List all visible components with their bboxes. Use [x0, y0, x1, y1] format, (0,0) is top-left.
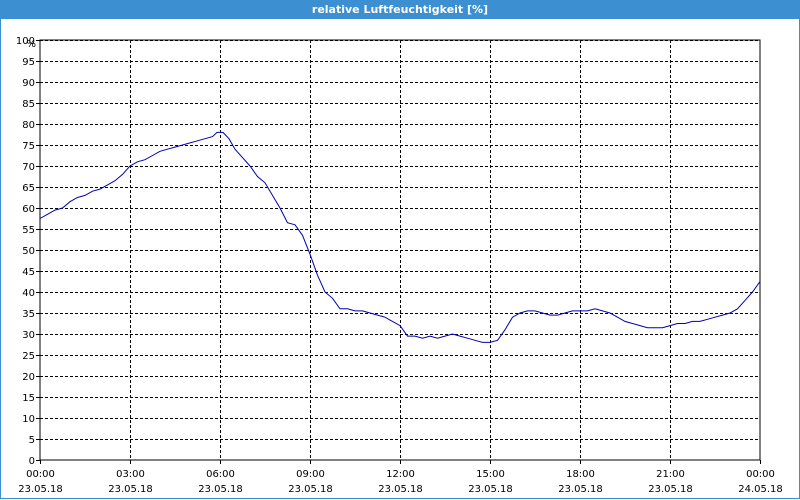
x-tick-time-label: 21:00: [656, 469, 685, 480]
y-tick-label: 85: [22, 99, 35, 110]
x-tick-time-label: 00:00: [26, 469, 55, 480]
x-tick-time-label: 03:00: [116, 469, 145, 480]
humidity-series-line: [39, 131, 761, 343]
y-tick-label: 35: [22, 309, 35, 320]
y-tick-label: 60: [22, 204, 35, 215]
y-tick-label: 90: [22, 78, 35, 89]
y-tick-label: 70: [22, 162, 35, 173]
y-axis-unit-label: %: [26, 39, 36, 50]
x-tick-time-label: 18:00: [566, 469, 595, 480]
y-tick-label: 75: [22, 141, 35, 152]
x-tick-date-label: 23.05.18: [468, 484, 513, 495]
y-tick-label: 20: [22, 372, 35, 383]
x-tick-time-label: 09:00: [296, 469, 325, 480]
x-tick-time-label: 12:00: [386, 469, 415, 480]
y-tick-label: 45: [22, 267, 35, 278]
y-tick-label: 15: [22, 393, 35, 404]
x-tick-date-label: 24.05.18: [738, 484, 783, 495]
x-tick-date-label: 23.05.18: [378, 484, 423, 495]
grid: [40, 40, 760, 460]
axis-ticks: 0 5 10 15 20 25 30 35 40 45 50 55 60 65 70 75 80 85 90 95 10…: [16, 36, 783, 495]
x-tick-time-label: 06:00: [206, 469, 235, 480]
x-tick-date-label: 23.05.18: [108, 484, 153, 495]
y-tick-label: 55: [22, 225, 35, 236]
y-tick-label: 30: [22, 330, 35, 341]
chart-title: relative Luftfeuchtigkeit [%]: [0, 0, 800, 19]
y-tick-label: 40: [22, 288, 35, 299]
y-tick-label: 100: [16, 36, 35, 47]
x-tick-time-label: 00:00: [746, 469, 775, 480]
x-tick-date-label: 23.05.18: [18, 484, 63, 495]
x-tick-date-label: 23.05.18: [198, 484, 243, 495]
x-tick-date-label: 23.05.18: [558, 484, 603, 495]
y-tick-label: 0: [29, 456, 35, 467]
x-tick-date-label: 23.05.18: [288, 484, 333, 495]
y-tick-label: 10: [22, 414, 35, 425]
y-tick-label: 95: [22, 57, 35, 68]
y-tick-label: 5: [29, 435, 35, 446]
y-tick-label: 50: [22, 246, 35, 257]
y-tick-label: 65: [22, 183, 35, 194]
x-tick-date-label: 23.05.18: [648, 484, 693, 495]
y-tick-label: 25: [22, 351, 35, 362]
y-tick-label: 80: [22, 120, 35, 131]
x-tick-time-label: 15:00: [476, 469, 505, 480]
